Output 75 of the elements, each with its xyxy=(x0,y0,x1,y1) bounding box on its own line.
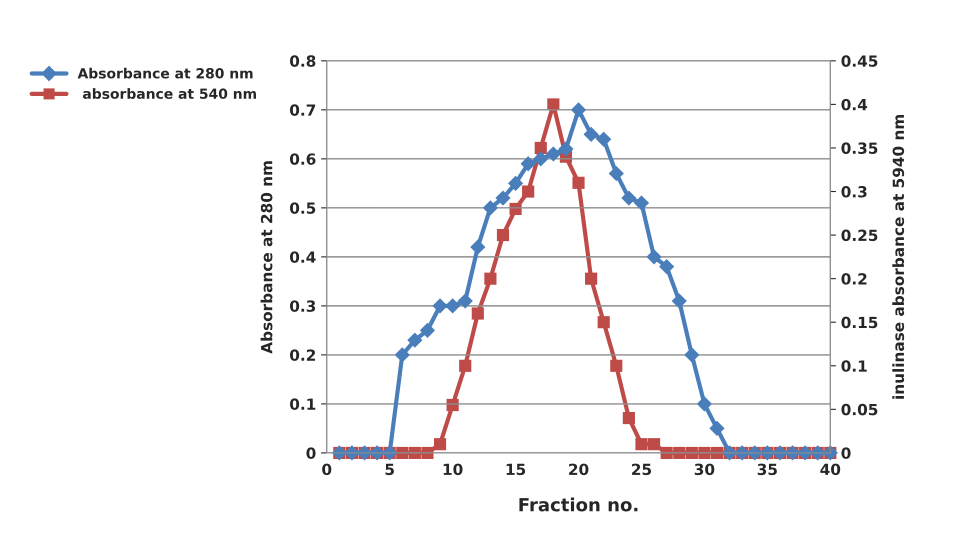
point xyxy=(710,421,724,436)
point xyxy=(407,332,422,348)
point xyxy=(572,176,585,189)
y2-tick-label: 0.45 xyxy=(841,55,878,67)
point xyxy=(470,240,486,254)
y-tick-label: 0.6 xyxy=(290,153,316,165)
y2-tick-label: 0.15 xyxy=(841,316,878,328)
point xyxy=(697,396,712,412)
x-tick-label: 40 xyxy=(820,464,840,476)
point xyxy=(684,347,700,362)
x-tick-label: 20 xyxy=(569,464,588,476)
x-axis-title: Fraction no. xyxy=(519,498,638,512)
y2-tick-label: 0 xyxy=(841,447,851,459)
point xyxy=(646,249,662,264)
point xyxy=(608,166,624,181)
point xyxy=(394,347,410,362)
point xyxy=(484,272,496,285)
point xyxy=(533,151,548,166)
point xyxy=(598,316,610,328)
y-tick-label: 0.2 xyxy=(290,349,315,361)
point xyxy=(686,446,698,459)
point xyxy=(522,185,534,198)
point xyxy=(622,412,635,424)
x-tick-label: 25 xyxy=(632,464,652,476)
point xyxy=(584,126,599,142)
point xyxy=(458,294,473,308)
y-tick-label: 0.3 xyxy=(290,300,316,312)
point xyxy=(459,360,472,372)
x-tick-label: 5 xyxy=(386,464,394,476)
y-tick-label: 0.7 xyxy=(290,104,316,116)
x-tick-label: 35 xyxy=(758,464,777,476)
y-tick-label: 0.4 xyxy=(290,251,316,263)
legend-label: absorbance at 540 nm xyxy=(82,88,256,99)
point xyxy=(585,272,598,285)
y2-tick-label: 0.35 xyxy=(841,142,878,154)
y-tick-label: 0.8 xyxy=(290,55,316,67)
x-tick-label: 30 xyxy=(694,464,714,476)
point xyxy=(648,438,660,450)
point xyxy=(432,298,448,314)
point xyxy=(534,142,547,154)
point xyxy=(596,132,612,147)
point xyxy=(434,438,446,450)
y-tick-label: 0 xyxy=(306,447,316,459)
point xyxy=(558,142,574,156)
point xyxy=(496,190,510,206)
point xyxy=(621,190,636,206)
point xyxy=(508,176,523,191)
point xyxy=(635,438,648,450)
legend-label: Absorbance at 280 nm xyxy=(78,68,253,79)
y-tick-label: 0.1 xyxy=(290,398,316,410)
x-tick-label: 10 xyxy=(444,464,463,476)
point xyxy=(520,156,536,172)
y2-tick-label: 0.4 xyxy=(841,98,868,110)
x-tick-label: 0 xyxy=(322,464,332,476)
y2-tick-label: 0.2 xyxy=(841,273,866,285)
point xyxy=(546,146,561,162)
point xyxy=(445,298,460,314)
point xyxy=(496,229,510,242)
y2-axis-title: inulinase absorbance at 5940 nm xyxy=(892,114,904,399)
y-axis-title: Absorbance at 280 nm xyxy=(260,161,272,354)
y2-tick-label: 0.1 xyxy=(841,360,867,372)
point xyxy=(472,307,484,320)
point xyxy=(673,446,686,459)
point xyxy=(571,102,586,118)
point xyxy=(610,360,622,372)
y2-tick-label: 0.3 xyxy=(841,186,867,198)
y-tick-label: 0.5 xyxy=(290,202,316,214)
y2-tick-label: 0.05 xyxy=(841,404,878,416)
point xyxy=(483,200,498,216)
y2-tick-label: 0.25 xyxy=(841,230,878,242)
point xyxy=(634,196,649,210)
x-tick-label: 15 xyxy=(506,464,526,476)
point xyxy=(672,294,687,308)
point xyxy=(420,322,435,338)
point xyxy=(659,259,674,274)
